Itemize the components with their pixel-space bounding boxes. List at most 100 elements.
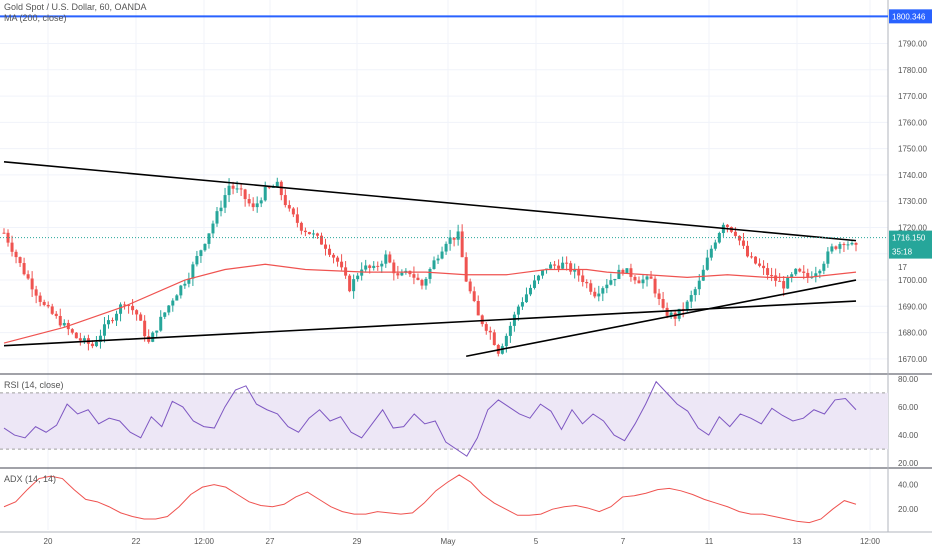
- candle-body: [315, 233, 319, 236]
- candle-body: [98, 335, 102, 342]
- candle-body: [842, 244, 846, 246]
- candle-body: [480, 315, 484, 325]
- candle-body: [665, 307, 669, 316]
- candle-body: [661, 299, 665, 308]
- candle-body: [762, 265, 766, 269]
- candle-body: [794, 268, 798, 275]
- candle-body: [444, 243, 448, 252]
- candle-body: [239, 188, 243, 190]
- candle-body: [589, 283, 593, 292]
- candle-body: [705, 257, 709, 270]
- candle-body: [557, 265, 561, 269]
- candle-body: [263, 186, 267, 201]
- candle-body: [319, 235, 323, 245]
- x-tick-label: 5: [534, 537, 539, 546]
- ma-indicator-label[interactable]: MA (200, close): [4, 13, 67, 23]
- candle-body: [770, 275, 774, 277]
- rsi-legend[interactable]: RSI (14, close): [4, 380, 64, 390]
- symbol-label[interactable]: Gold Spot / U.S. Dollar, 60, OANDA: [4, 2, 147, 12]
- candle-body: [219, 207, 223, 212]
- candle-body: [685, 301, 689, 310]
- y-tick-label: 1790.00: [898, 40, 927, 49]
- candle-body: [850, 242, 854, 245]
- candle-body: [565, 262, 569, 264]
- y-tick-label: 1780.00: [898, 66, 927, 75]
- candle-body: [400, 272, 404, 276]
- candle-body: [78, 338, 82, 341]
- x-tick-label: 13: [793, 537, 802, 546]
- candle-body: [307, 232, 311, 235]
- candle-body: [203, 243, 207, 251]
- candle-body: [416, 277, 420, 281]
- candle-body: [115, 313, 119, 321]
- candle-body: [561, 262, 565, 269]
- candle-body: [376, 265, 380, 267]
- candle-body: [520, 302, 524, 307]
- candle-body: [669, 312, 673, 316]
- candle-body: [30, 278, 34, 290]
- candle-body: [243, 189, 247, 200]
- candle-body: [464, 257, 468, 282]
- candle-body: [577, 268, 581, 276]
- candle-body: [392, 262, 396, 274]
- candle-body: [227, 185, 231, 196]
- bar-countdown-label: 35:18: [892, 248, 913, 257]
- candle-body: [102, 324, 106, 336]
- candle-body: [119, 304, 123, 314]
- adx-legend[interactable]: ADX (14, 14): [4, 474, 57, 484]
- candle-body: [504, 335, 508, 347]
- candle-body: [750, 256, 754, 258]
- candle-body: [336, 257, 340, 262]
- candle-body: [283, 195, 287, 206]
- y-tick-label: 1730.00: [898, 197, 927, 206]
- candle-body: [82, 338, 86, 341]
- candle-body: [786, 277, 790, 289]
- candle-body: [420, 280, 424, 286]
- candle-body: [147, 336, 151, 342]
- candle-body: [802, 271, 806, 273]
- candle-body: [348, 275, 352, 292]
- candle-body: [653, 278, 657, 294]
- candle-body: [279, 181, 283, 196]
- candle-body: [34, 289, 38, 296]
- candle-body: [528, 287, 532, 295]
- candle-body: [328, 248, 332, 255]
- candle-body: [324, 244, 328, 249]
- candle-body: [541, 270, 545, 276]
- candle-body: [332, 254, 336, 258]
- candle-body: [207, 233, 211, 244]
- adx-line: [3, 474, 857, 524]
- adx-tick-label: 40.00: [898, 481, 919, 490]
- candle-body: [452, 237, 456, 240]
- candle-body: [569, 263, 573, 272]
- candle-body: [167, 305, 171, 313]
- candle-body: [195, 255, 199, 265]
- candle-body: [295, 214, 299, 223]
- candle-body: [187, 278, 191, 284]
- candle-body: [693, 289, 697, 296]
- candle-body: [123, 304, 127, 306]
- y-tick-label: 1760.00: [898, 118, 927, 127]
- adx-tick-label: 20.00: [898, 505, 919, 514]
- x-tick-label: 27: [266, 537, 275, 546]
- candle-body: [553, 264, 557, 266]
- candle-body: [838, 244, 842, 249]
- candle-body: [593, 291, 597, 297]
- x-tick-label: 12:00: [860, 537, 881, 546]
- candle-body: [581, 275, 585, 282]
- rsi-tick-label: 20.00: [898, 459, 919, 468]
- candles: [2, 177, 858, 357]
- candle-body: [834, 246, 838, 249]
- candle-body: [135, 310, 139, 315]
- candle-body: [476, 301, 480, 316]
- candle-body: [18, 257, 22, 264]
- candle-body: [259, 200, 263, 204]
- rsi-tick-label: 40.00: [898, 431, 919, 440]
- candle-body: [737, 235, 741, 241]
- candle-body: [46, 304, 50, 307]
- candle-body: [585, 281, 589, 284]
- candle-body: [38, 295, 42, 302]
- candle-body: [155, 330, 159, 333]
